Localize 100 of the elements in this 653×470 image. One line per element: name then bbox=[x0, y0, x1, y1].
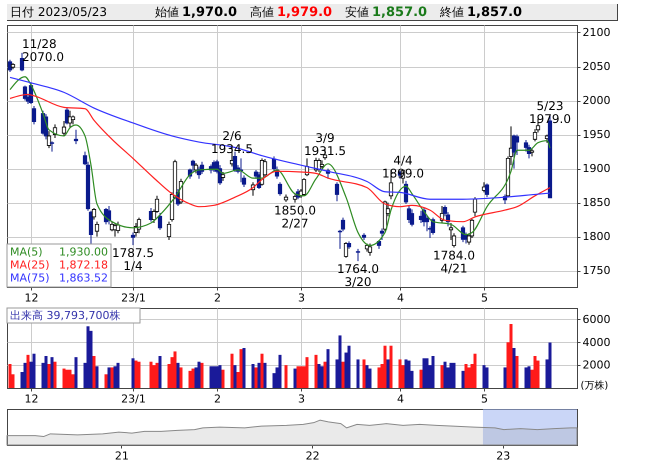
bar bbox=[158, 356, 162, 388]
bar bbox=[254, 367, 258, 388]
chart-title: 日付 2023/05/23 bbox=[10, 5, 107, 19]
candlestick bbox=[334, 182, 340, 202]
x-tick-label: 3 bbox=[298, 292, 305, 304]
x-tick-label: 4 bbox=[397, 392, 404, 406]
bar bbox=[516, 356, 518, 388]
y-axis-title: (万株) bbox=[580, 380, 608, 392]
candlestick bbox=[62, 120, 66, 136]
y-tick-label: 1900 bbox=[582, 162, 610, 176]
y-tick-label: 4000 bbox=[582, 336, 610, 349]
y-tick-label: 2000 bbox=[582, 358, 610, 372]
text: MA(75) bbox=[10, 272, 50, 284]
bar bbox=[188, 370, 192, 388]
text: MA(5) bbox=[10, 246, 43, 258]
bar bbox=[90, 330, 92, 388]
candlestick bbox=[278, 182, 282, 196]
candlestick bbox=[50, 140, 54, 152]
x-tick-label: 4 bbox=[397, 292, 404, 304]
bar bbox=[474, 354, 476, 388]
annotation: 1850.0 2/27 bbox=[274, 204, 316, 231]
bar bbox=[218, 365, 222, 388]
bar bbox=[210, 366, 212, 388]
bar bbox=[404, 359, 408, 388]
x-tick-label: 5 bbox=[481, 292, 488, 304]
bar bbox=[306, 357, 308, 388]
x-tick-label: 23/1 bbox=[121, 292, 146, 304]
x-tick-label: 2 bbox=[214, 392, 221, 406]
y-tick-label: 2050 bbox=[582, 60, 610, 74]
annotation: 1,872.18 bbox=[59, 258, 108, 272]
bar bbox=[44, 356, 48, 388]
bar bbox=[284, 365, 288, 388]
candlestick bbox=[74, 129, 78, 145]
candlestick bbox=[158, 212, 162, 230]
bar bbox=[408, 360, 410, 388]
bar bbox=[294, 368, 296, 388]
x-tick-label: 12 bbox=[24, 392, 38, 406]
chart-title: 出来高 39,793,700株 bbox=[10, 309, 120, 322]
bar bbox=[342, 362, 344, 388]
bar bbox=[398, 359, 402, 388]
annotation: 1764.0 3/20 bbox=[337, 262, 379, 290]
bar bbox=[296, 366, 300, 388]
text: 高値 1,979.0 bbox=[250, 5, 332, 20]
y-tick-label: 6000 bbox=[582, 312, 610, 326]
y-tick-label: 1750 bbox=[582, 264, 610, 278]
candlestick bbox=[20, 52, 24, 72]
candlestick bbox=[166, 221, 172, 241]
candlestick bbox=[472, 196, 478, 217]
candlestick bbox=[410, 208, 414, 227]
bar bbox=[176, 362, 180, 388]
bar bbox=[528, 366, 530, 388]
bar bbox=[264, 362, 266, 388]
bar bbox=[390, 346, 392, 388]
y-tick-label: 2000 bbox=[582, 94, 610, 108]
candlestick bbox=[356, 248, 360, 262]
bar bbox=[512, 348, 516, 388]
bar bbox=[8, 364, 12, 388]
bar bbox=[464, 364, 468, 388]
candlestick bbox=[514, 134, 520, 156]
y-tick-label: 1800 bbox=[582, 230, 610, 244]
bar bbox=[74, 357, 78, 388]
bar bbox=[510, 324, 512, 388]
bar bbox=[86, 326, 90, 388]
bar bbox=[252, 364, 254, 388]
bar bbox=[24, 362, 26, 388]
bar bbox=[96, 366, 98, 388]
bar bbox=[366, 365, 368, 388]
bar bbox=[534, 356, 536, 388]
bar bbox=[482, 365, 486, 388]
bar bbox=[278, 354, 282, 388]
bar bbox=[138, 362, 140, 388]
bar bbox=[260, 354, 264, 388]
y-tick-label: 2100 bbox=[582, 26, 610, 39]
candlestick bbox=[484, 183, 490, 198]
text: 安値 1,857.0 bbox=[345, 5, 428, 20]
bar bbox=[524, 367, 528, 388]
bar bbox=[314, 354, 318, 388]
bar bbox=[26, 354, 30, 388]
annotation: 11/28 2070.0 bbox=[22, 36, 64, 64]
bar bbox=[348, 346, 350, 388]
bar bbox=[92, 356, 96, 388]
bar bbox=[258, 362, 260, 388]
bar bbox=[110, 367, 114, 388]
bar bbox=[222, 370, 224, 388]
bar bbox=[242, 348, 246, 388]
candlestick bbox=[340, 217, 346, 232]
bar bbox=[452, 362, 456, 388]
bar bbox=[192, 368, 194, 388]
candlestick bbox=[302, 178, 306, 196]
bar bbox=[444, 362, 446, 388]
candlestick bbox=[116, 221, 120, 234]
bar bbox=[134, 360, 138, 388]
bar bbox=[50, 357, 54, 388]
bar bbox=[420, 370, 422, 388]
bar bbox=[132, 358, 134, 388]
bar bbox=[200, 362, 204, 388]
bar bbox=[324, 362, 326, 388]
x-tick-label: 3 bbox=[298, 392, 305, 406]
annotation: 1,930.00 bbox=[59, 246, 108, 258]
candlestick bbox=[190, 159, 196, 172]
